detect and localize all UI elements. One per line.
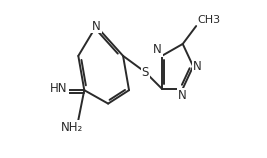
Text: N: N	[193, 60, 202, 73]
Text: N: N	[92, 20, 101, 33]
Text: CH3: CH3	[197, 15, 220, 25]
Text: N: N	[178, 89, 187, 102]
Text: S: S	[142, 66, 149, 79]
Text: NH₂: NH₂	[61, 121, 84, 134]
Text: N: N	[153, 43, 162, 56]
Text: HN: HN	[50, 82, 68, 95]
